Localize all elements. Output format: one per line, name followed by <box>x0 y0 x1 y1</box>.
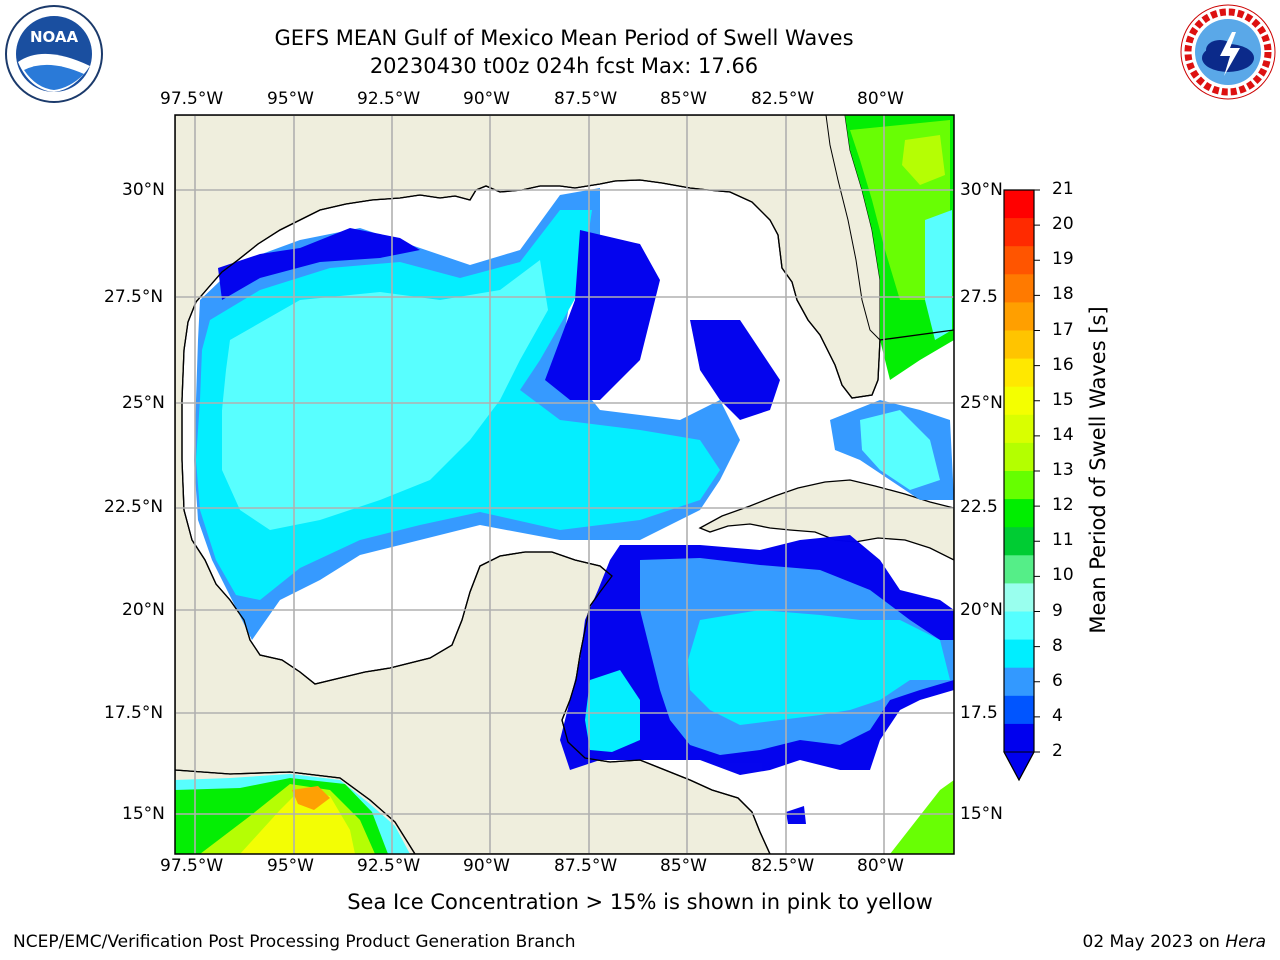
colorbar-tick-label: 19 <box>1052 249 1074 270</box>
lon-tick-top: 97.5°W <box>160 89 224 109</box>
colorbar-swatch <box>1004 471 1034 500</box>
colorbar-tick-label: 12 <box>1052 495 1074 516</box>
lon-tick-top: 87.5°W <box>554 89 618 109</box>
land-florida-east <box>825 115 881 342</box>
lon-tick-top: 80°W <box>857 89 904 109</box>
lat-tick-right: 25°N <box>960 393 1003 413</box>
lat-tick-right: 22.5 <box>960 497 998 517</box>
noaa-logo: NOAA <box>5 5 103 103</box>
colorbar-swatch <box>1004 386 1034 416</box>
colorbar-swatch <box>1004 414 1034 444</box>
nws-logo <box>1180 4 1276 100</box>
colorbar-swatch <box>1004 302 1034 331</box>
lon-tick-bottom: 97.5°W <box>160 856 224 876</box>
sea-ice-note: Sea Ice Concentration > 15% is shown in … <box>347 890 933 914</box>
colorbar-swatch <box>1004 330 1034 360</box>
lon-tick-top: 85°W <box>660 89 707 109</box>
lat-tick-left: 27.5°N <box>104 287 164 307</box>
colorbar-swatch <box>1004 583 1034 612</box>
lat-tick-left: 17.5°N <box>104 703 164 723</box>
lat-tick-right: 17.5 <box>960 703 998 723</box>
footer-date: 02 May 2023 on Hera <box>1083 932 1267 952</box>
colorbar-extend-arrow <box>1003 751 1035 782</box>
colorbar-swatch <box>1004 358 1034 388</box>
noaa-logo-text: NOAA <box>30 28 79 46</box>
colorbar-swatch <box>1004 499 1034 528</box>
lat-tick-left: 22.5°N <box>104 497 164 517</box>
lat-tick-right: 15°N <box>960 804 1003 824</box>
lon-tick-bottom: 92.5°W <box>357 856 421 876</box>
colorbar-swatch <box>1004 246 1034 275</box>
lon-tick-bottom: 80°W <box>857 856 904 876</box>
colorbar-tick-label: 15 <box>1052 389 1074 410</box>
lon-tick-top: 95°W <box>267 89 314 109</box>
colorbar-frame <box>1003 189 1035 782</box>
lon-tick-top: 92.5°W <box>357 89 421 109</box>
lon-tick-top: 82.5°W <box>751 89 815 109</box>
lon-tick-bottom: 82.5°W <box>751 856 815 876</box>
colorbar-swatch <box>1004 611 1034 641</box>
colorbar-tick-label: 4 <box>1052 705 1063 726</box>
colorbar-swatch <box>1004 274 1034 303</box>
lon-tick-bottom: 87.5°W <box>554 856 618 876</box>
lat-tick-right: 30°N <box>960 180 1003 200</box>
colorbar-tick-label: 20 <box>1052 214 1074 235</box>
map-subtitle: 20230430 t00z 024h fcst Max: 17.66 <box>369 54 759 78</box>
colorbar-tick-label: 11 <box>1052 530 1074 551</box>
lat-tick-left: 20°N <box>122 600 165 620</box>
lat-tick-left: 25°N <box>122 393 165 413</box>
lat-tick-left: 15°N <box>122 804 165 824</box>
colorbar-swatch <box>1004 723 1034 753</box>
footer-date-text: 02 May 2023 on <box>1082 932 1226 952</box>
colorbar-tick-label: 13 <box>1052 460 1074 480</box>
colorbar-swatch <box>1004 527 1034 556</box>
colorbar-swatch <box>1004 555 1034 584</box>
land-cuba <box>698 479 954 561</box>
colorbar <box>1003 189 1040 782</box>
colorbar-tick-label: 18 <box>1052 284 1074 305</box>
map-gridlines <box>175 115 954 854</box>
map-frame <box>174 114 955 855</box>
lon-tick-bottom: 95°W <box>267 856 314 876</box>
colorbar-tick-label: 17 <box>1052 319 1074 340</box>
colorbar-swatch <box>1004 639 1034 669</box>
footer-branch: NCEP/EMC/Verification Post Processing Pr… <box>13 932 576 952</box>
swell-period-field <box>175 115 954 854</box>
map-title: GEFS MEAN Gulf of Mexico Mean Period of … <box>274 26 854 50</box>
colorbar-swatch <box>1004 667 1034 697</box>
colorbar-swatch <box>1004 218 1034 247</box>
colorbar-swatch <box>1004 442 1034 472</box>
lon-tick-bottom: 90°W <box>463 856 510 876</box>
footer-host: Hera <box>1225 932 1266 952</box>
lon-tick-top: 90°W <box>463 89 510 109</box>
lat-tick-right: 20°N <box>960 600 1003 620</box>
colorbar-label: Mean Period of Swell Waves [s] <box>1086 306 1110 634</box>
lon-tick-bottom: 85°W <box>660 856 707 876</box>
colorbar-tick-label: 2 <box>1052 741 1063 761</box>
colorbar-swatch <box>1004 190 1034 219</box>
colorbar-tick-label: 10 <box>1052 565 1074 586</box>
colorbar-tick-label: 6 <box>1052 670 1063 691</box>
colorbar-swatch <box>1004 695 1034 725</box>
lat-tick-left: 30°N <box>122 180 165 200</box>
colorbar-tick-label: 14 <box>1052 424 1074 445</box>
colorbar-tick-label: 21 <box>1052 179 1074 199</box>
colorbar-tick-label: 8 <box>1052 635 1063 656</box>
colorbar-tick-label: 16 <box>1052 354 1074 375</box>
colorbar-tick-label: 9 <box>1052 600 1063 621</box>
lat-tick-right: 27.5 <box>960 287 998 307</box>
